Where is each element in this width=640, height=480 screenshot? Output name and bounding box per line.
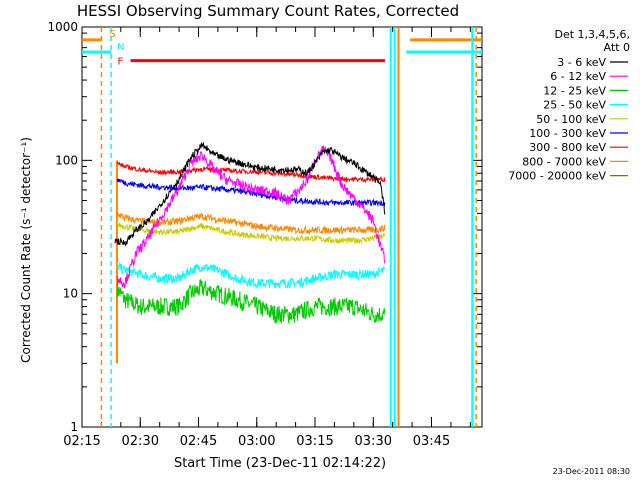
x-axis-label: Start Time (23-Dec-11 02:14:22) xyxy=(174,456,386,471)
x-tick-label: 03:30 xyxy=(355,434,392,449)
y-tick-label: 10 xyxy=(63,287,78,301)
chart-title: HESSI Observing Summary Count Rates, Cor… xyxy=(77,2,459,20)
legend-label: 25 - 50 keV xyxy=(543,99,606,112)
series-line-0 xyxy=(114,141,386,247)
footer-timestamp: 23-Dec-2011 08:30 xyxy=(553,467,630,476)
series-line-4 xyxy=(116,220,386,245)
series-lines xyxy=(114,141,386,325)
legend-header: Att 0 xyxy=(604,41,630,54)
x-tick-label: 02:30 xyxy=(122,434,159,449)
legend-label: 100 - 300 keV xyxy=(529,127,606,140)
interval-label-f: F xyxy=(118,57,124,68)
legend-label: 300 - 800 keV xyxy=(529,141,606,154)
interval-labels: SNF xyxy=(109,29,124,68)
series-line-6 xyxy=(116,160,386,184)
y-tick-label: 1 xyxy=(70,420,78,434)
x-tick-label: 02:15 xyxy=(63,434,100,449)
series-line-7 xyxy=(116,211,386,235)
series-line-3 xyxy=(116,262,386,289)
interval-label-s: S xyxy=(109,29,115,40)
legend-header: Det 1,3,4,5,6, xyxy=(554,28,630,41)
interval-label-n: N xyxy=(117,42,124,53)
legend-label: 50 - 100 keV xyxy=(536,113,606,126)
plot-frame xyxy=(81,26,483,428)
legend-label: 7000 - 20000 keV xyxy=(508,170,606,183)
x-tick-label: 02:45 xyxy=(180,434,217,449)
x-tick-label: 03:45 xyxy=(413,434,450,449)
legend-label: 800 - 7000 keV xyxy=(522,155,606,168)
plot-area xyxy=(81,26,483,428)
x-tick-label: 03:15 xyxy=(296,434,333,449)
series-line-2 xyxy=(116,278,386,325)
y-tick-label: 1000 xyxy=(47,20,78,34)
y-axis-label: Corrected Count Rate (s⁻¹ detector⁻¹) xyxy=(19,137,33,363)
series-line-1 xyxy=(116,145,386,289)
x-tick-label: 03:00 xyxy=(238,434,275,449)
y-axis: 1 10 100 1000 xyxy=(47,20,482,434)
y-tick-label: 100 xyxy=(55,153,78,167)
legend-label: 12 - 25 keV xyxy=(543,84,606,97)
legend-label: 6 - 12 keV xyxy=(550,70,606,83)
legend-label: 3 - 6 keV xyxy=(557,56,606,69)
observing-intervals xyxy=(82,38,482,63)
x-axis: 02:15 02:30 02:45 03:00 03:15 03:30 03:45 xyxy=(63,27,471,449)
vertical-markers xyxy=(100,27,477,427)
